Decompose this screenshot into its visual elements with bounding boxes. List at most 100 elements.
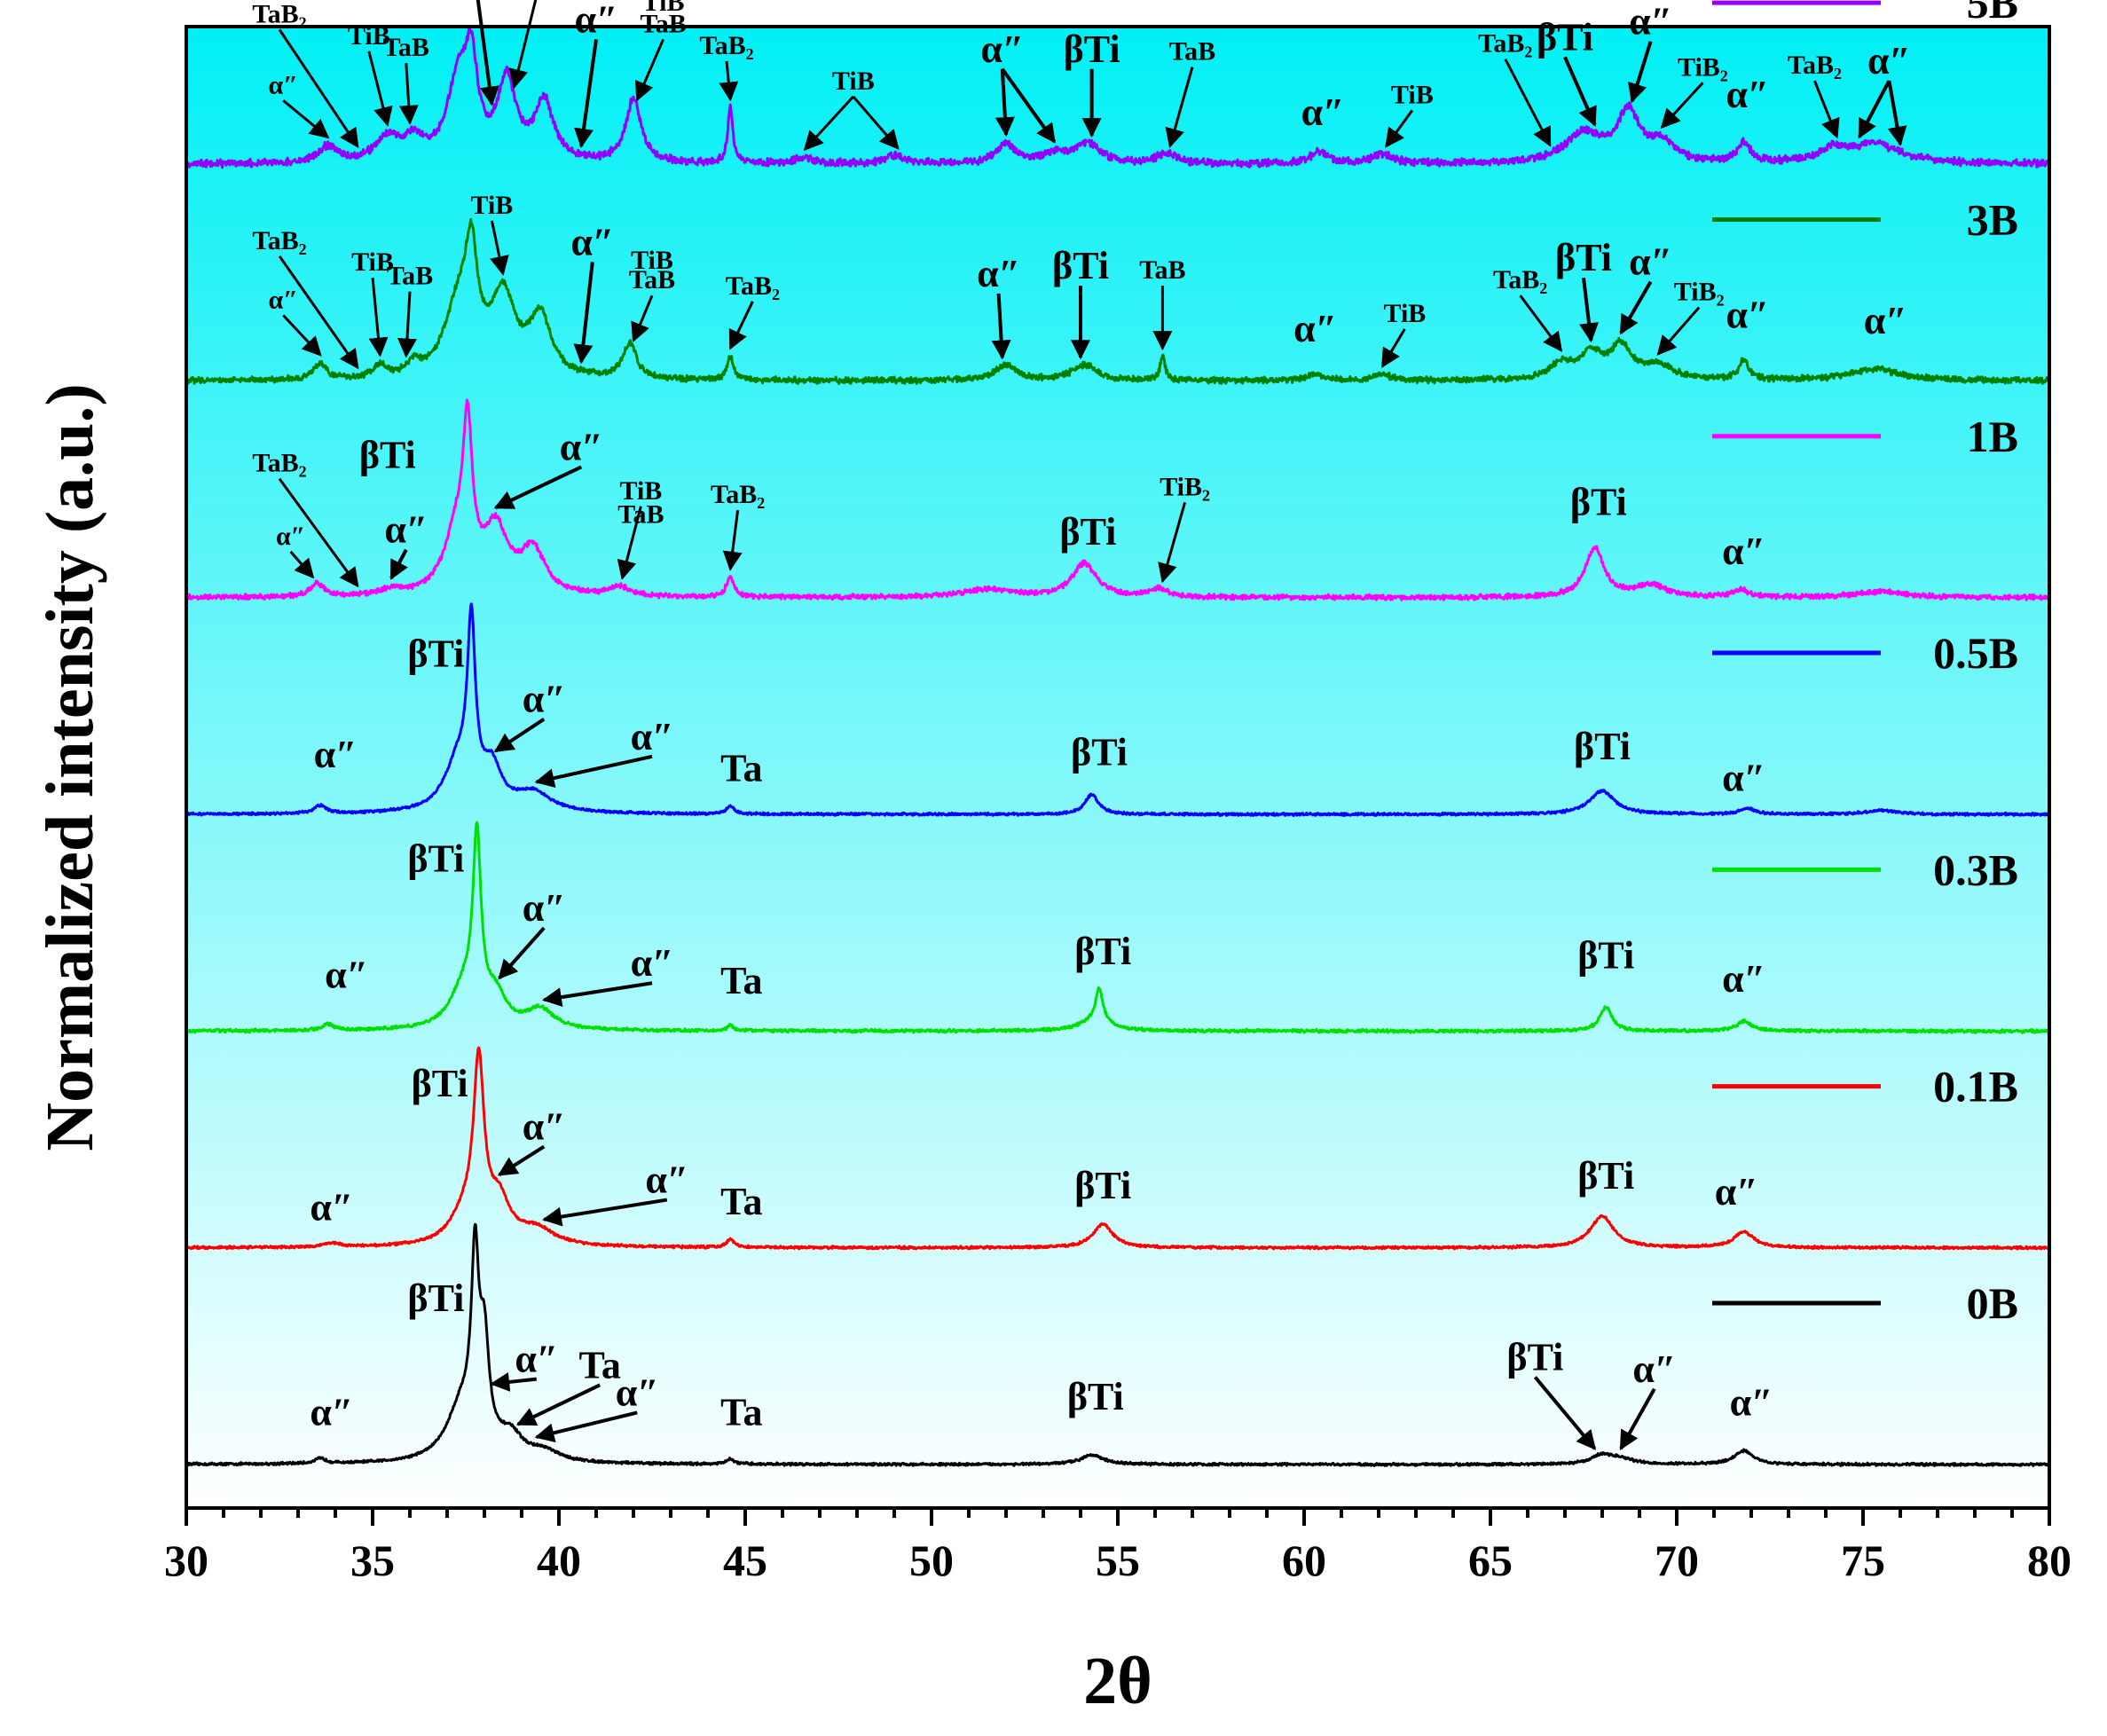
peak-arrow — [515, 1383, 601, 1426]
peak-label: α″ — [1722, 530, 1765, 573]
peak-arrow — [634, 38, 664, 102]
peak-label: Ta — [720, 959, 762, 1002]
legend-label-3b: 3B — [1967, 194, 2018, 244]
peak-arrow — [490, 1372, 538, 1392]
peak-arrow — [1504, 58, 1552, 147]
peak-label: TiB — [642, 0, 685, 17]
peak-arrow — [1656, 306, 1701, 356]
peak-label: TiB — [832, 67, 875, 96]
peak-arrow — [497, 1144, 546, 1177]
peak-label: α″ — [1864, 299, 1907, 342]
peak-label: TiB₂ — [1160, 472, 1210, 501]
peak-label: βTi — [1052, 244, 1109, 287]
peak-arrow — [534, 754, 653, 788]
legend-label-5b: 5B — [1967, 0, 2018, 27]
peak-arrow — [493, 717, 546, 753]
peak-label: Ta — [579, 1343, 621, 1386]
peak-label: α″ — [314, 733, 358, 776]
peak-label: βTi — [412, 1062, 468, 1105]
peak-arrow — [289, 550, 315, 579]
peak-arrow — [1619, 1387, 1656, 1451]
x-tick-label: 80 — [2027, 1536, 2072, 1585]
peak-label: TaB₂ — [1788, 51, 1842, 80]
peak-arrow — [617, 506, 642, 580]
peak-label: α″ — [1730, 1381, 1773, 1425]
peak-label: βTi — [1555, 236, 1612, 279]
peak-label: βTi — [1071, 731, 1128, 774]
peak-label: TaB — [383, 33, 429, 62]
x-tick-label: 65 — [1468, 1536, 1513, 1585]
peak-label: TiB — [351, 247, 394, 277]
peak-label: α″ — [325, 954, 368, 997]
peak-arrow — [476, 0, 499, 106]
series-line-0p5b — [186, 602, 2049, 817]
peak-label: α″ — [1715, 1170, 1758, 1214]
peak-label: TaB — [640, 9, 686, 38]
peak-label: TiB — [1383, 299, 1426, 328]
peak-label: TiB₂ — [1678, 52, 1728, 82]
peak-label: βTi — [1506, 1335, 1563, 1379]
peak-label: α″ — [980, 27, 1024, 71]
peak-label: α″ — [523, 1105, 566, 1149]
peak-label: βTi — [1577, 933, 1634, 977]
peak-arrow — [534, 1410, 638, 1443]
peak-arrow — [1858, 80, 1891, 139]
peak-label: α″ — [276, 522, 305, 551]
peak-label: α″ — [523, 886, 566, 930]
peak-label: α″ — [1629, 0, 1672, 43]
peak-label: βTi — [1064, 27, 1120, 71]
x-tick-label: 35 — [350, 1536, 395, 1585]
legend: 0B 0.1B 0.3B 0.5B 1B 3B 5B — [1712, 0, 2018, 1328]
peak-label: α″ — [570, 220, 614, 263]
peak-arrow — [397, 291, 417, 358]
peak-label: α″ — [631, 715, 674, 758]
peak-arrow — [542, 1198, 668, 1227]
peak-label: βTi — [359, 433, 416, 476]
peak-label: Ta — [720, 1180, 762, 1223]
peak-label: TaB₂ — [252, 0, 306, 28]
peak-label: βTi — [407, 1276, 464, 1320]
series-line-0p3b — [186, 821, 2049, 1034]
x-tick-label: 45 — [723, 1536, 767, 1585]
peak-label: Ta — [720, 746, 762, 789]
peak-label: TaB — [387, 262, 433, 291]
peak-arrow — [1385, 109, 1414, 148]
peak-label: α″ — [977, 252, 1020, 295]
peak-arrow — [278, 28, 359, 149]
peak-arrow — [1158, 501, 1187, 584]
peak-label: TaB₂ — [726, 271, 780, 301]
x-tick-label: 50 — [909, 1536, 954, 1585]
peak-arrow — [389, 548, 408, 580]
peak-arrow — [1001, 67, 1057, 144]
peak-label: βTi — [1074, 930, 1131, 973]
peak-arrow — [1627, 41, 1653, 104]
legend-label-0p5b: 0.5B — [1933, 628, 2018, 678]
peak-arrow — [490, 220, 509, 276]
x-tick-label: 70 — [1655, 1536, 1699, 1585]
peak-label: α″ — [575, 0, 618, 41]
peak-arrow — [1563, 56, 1597, 127]
peak-label: βTi — [1067, 1375, 1124, 1418]
legend-label-1b: 1B — [1967, 412, 2018, 461]
peak-arrow — [574, 39, 598, 148]
peak-label: α″ — [1301, 90, 1345, 134]
peak-arrow — [995, 68, 1015, 137]
peak-label: TiB — [470, 191, 513, 220]
peak-label: α″ — [1726, 294, 1769, 337]
series-line-0p1b — [186, 1046, 2049, 1251]
peak-label: TaB₂ — [711, 480, 765, 509]
peak-arrow — [498, 926, 546, 980]
x-tick-label: 55 — [1096, 1536, 1140, 1585]
peak-arrow — [1660, 82, 1704, 130]
series-line-3b — [186, 217, 2049, 385]
peak-label: α″ — [616, 1371, 659, 1414]
peak-label: βTi — [1059, 510, 1116, 554]
peak-label: α″ — [310, 1391, 353, 1434]
peak-label: TaB₂ — [252, 449, 306, 478]
peak-label: α″ — [1629, 240, 1672, 284]
peak-arrow — [282, 99, 330, 139]
peak-label: βTi — [1074, 1164, 1131, 1207]
peak-label: α″ — [384, 508, 428, 552]
x-axis-title: 2θ — [1083, 1644, 1152, 1718]
